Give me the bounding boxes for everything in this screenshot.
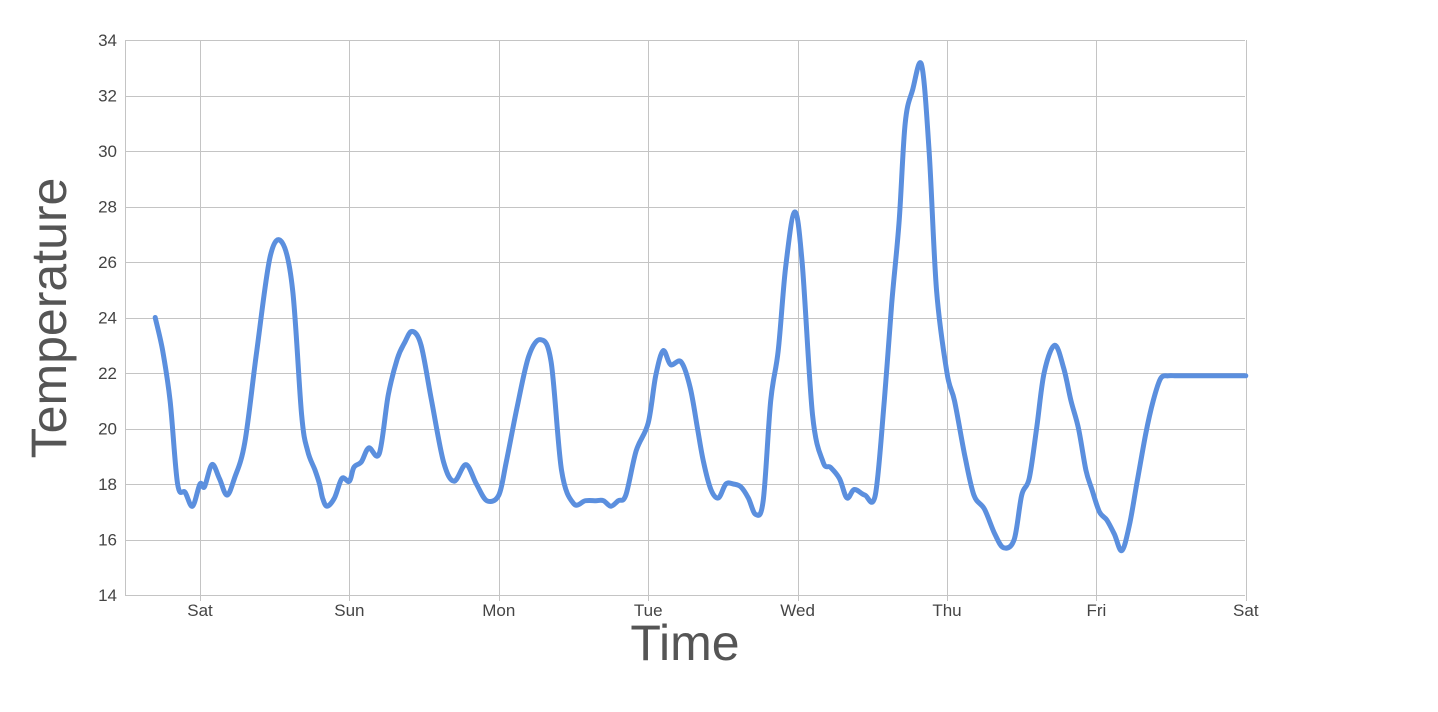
y-tick-label: 24	[98, 309, 117, 328]
series-layer	[152, 60, 1249, 554]
y-tick-label: 26	[98, 253, 117, 272]
y-tick-label: 28	[98, 198, 117, 217]
y-tick-label: 14	[98, 586, 117, 605]
x-tick-label: Sat	[1233, 601, 1259, 620]
x-tick-label: Fri	[1086, 601, 1106, 620]
y-tick-label: 22	[98, 364, 117, 383]
x-axis-title: Time	[630, 615, 739, 671]
x-tick-label: Wed	[780, 601, 815, 620]
x-tick-label: Tue	[634, 601, 663, 620]
y-tick-label: 34	[98, 31, 117, 50]
y-tick-label: 30	[98, 142, 117, 161]
y-axis-title: Temperature	[21, 178, 77, 459]
x-tick-label: Sun	[334, 601, 364, 620]
y-tick-label: 20	[98, 420, 117, 439]
x-tick-label: Mon	[482, 601, 515, 620]
y-tick-label: 18	[98, 475, 117, 494]
y-tick-label: 32	[98, 87, 117, 106]
x-tick-label: Sat	[187, 601, 213, 620]
tick-labels: 14 16 18 20 22 24 26 28 30 32 34 Sat Sun Mon Tue Wed Thu…	[98, 31, 1259, 620]
x-tick-label: Thu	[932, 601, 961, 620]
y-tick-label: 16	[98, 531, 117, 550]
temperature-series-line	[152, 60, 1249, 554]
